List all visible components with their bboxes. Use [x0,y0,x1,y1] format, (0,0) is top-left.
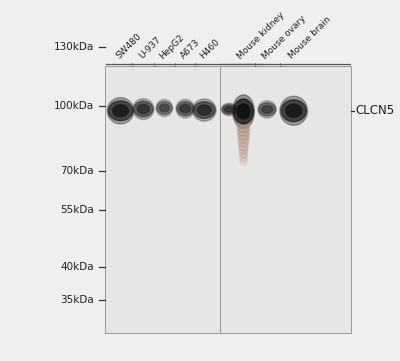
Text: U-937: U-937 [137,35,162,61]
Text: Mouse kidney: Mouse kidney [236,10,286,61]
Ellipse shape [240,149,248,158]
Ellipse shape [156,99,173,117]
Ellipse shape [286,104,302,117]
Ellipse shape [133,99,154,119]
Ellipse shape [177,102,194,116]
Text: 100kDa: 100kDa [54,101,94,110]
Text: 130kDa: 130kDa [54,42,94,52]
Ellipse shape [234,99,253,124]
Ellipse shape [262,105,272,113]
Ellipse shape [238,135,249,143]
Ellipse shape [238,139,248,147]
Text: 70kDa: 70kDa [60,166,94,177]
Ellipse shape [107,97,134,124]
Ellipse shape [194,102,215,118]
Ellipse shape [192,99,216,121]
Ellipse shape [113,105,128,117]
Text: SW480: SW480 [114,32,143,61]
Ellipse shape [237,104,250,119]
Ellipse shape [259,103,276,116]
Text: H460: H460 [198,37,221,61]
Text: HepG2: HepG2 [158,32,186,61]
Ellipse shape [280,96,308,125]
Ellipse shape [224,106,234,112]
Ellipse shape [159,104,169,112]
Bar [105,66,263,332]
Ellipse shape [258,101,276,118]
Ellipse shape [197,105,211,115]
Ellipse shape [281,100,306,122]
Ellipse shape [237,117,250,125]
Ellipse shape [237,121,250,129]
Ellipse shape [134,101,153,117]
Text: Mouse brain: Mouse brain [287,15,333,61]
Text: Mouse ovary: Mouse ovary [261,13,308,61]
Ellipse shape [239,146,248,154]
Text: 55kDa: 55kDa [60,205,94,214]
Ellipse shape [238,128,250,136]
Bar [220,66,351,332]
Ellipse shape [238,131,249,140]
Ellipse shape [239,142,248,151]
Ellipse shape [180,104,191,113]
Ellipse shape [108,101,133,121]
Text: CLCN5: CLCN5 [355,104,394,117]
Ellipse shape [222,103,236,116]
Ellipse shape [222,105,236,114]
Text: 40kDa: 40kDa [60,262,94,272]
Ellipse shape [233,95,254,128]
Ellipse shape [176,99,194,118]
Ellipse shape [137,104,150,114]
Text: A673: A673 [179,38,202,61]
Ellipse shape [157,101,172,114]
Text: 35kDa: 35kDa [60,295,94,305]
Ellipse shape [237,124,250,132]
Ellipse shape [240,153,247,162]
Ellipse shape [240,157,247,165]
